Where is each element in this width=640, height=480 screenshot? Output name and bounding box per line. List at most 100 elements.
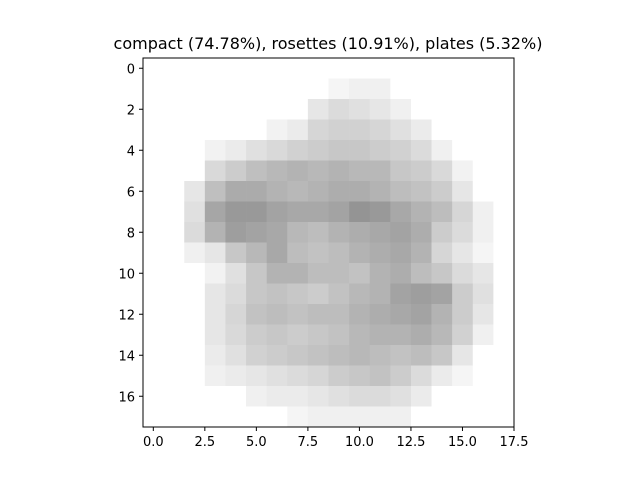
heatmap-cell-r10-c16 bbox=[472, 263, 494, 284]
heatmap-cell-r7-c17 bbox=[493, 201, 515, 223]
heatmap-cell-r3-c3 bbox=[204, 119, 226, 141]
heatmap-cell-r3-c5 bbox=[246, 119, 267, 141]
x-axis: 0.0 2.5 5.0 7.5 10.0 12.5 15.0 17.5 bbox=[143, 427, 529, 450]
heatmap-cell-r17-c6 bbox=[266, 406, 288, 428]
heatmap-cell-r0-c13 bbox=[410, 58, 432, 79]
heatmap-cell-r10-c0 bbox=[143, 263, 164, 284]
heatmap-cell-r9-c13 bbox=[410, 242, 432, 264]
heatmap-cell-r8-c10 bbox=[349, 222, 371, 243]
heatmap-cell-r0-c7 bbox=[287, 58, 309, 79]
heatmap-cell-r7-c2 bbox=[184, 201, 206, 223]
heatmap-cell-r14-c12 bbox=[390, 345, 412, 366]
heatmap-cell-r4-c8 bbox=[307, 140, 329, 161]
heatmap-cell-r13-c8 bbox=[307, 324, 329, 346]
heatmap-cell-r11-c15 bbox=[452, 283, 474, 305]
heatmap-cell-r9-c5 bbox=[246, 242, 267, 264]
heatmap-cell-r4-c3 bbox=[204, 140, 226, 161]
heatmap-cell-r10-c10 bbox=[349, 263, 371, 284]
x-tick-label: 10.0 bbox=[345, 435, 374, 450]
heatmap-cell-r12-c5 bbox=[246, 304, 267, 325]
heatmap-cell-r9-c15 bbox=[452, 242, 474, 264]
heatmap-cell-r12-c4 bbox=[225, 304, 247, 325]
heatmap-cell-r16-c3 bbox=[204, 386, 226, 407]
x-tick-label: 17.5 bbox=[500, 435, 529, 450]
heatmap-cell-r16-c8 bbox=[307, 386, 329, 407]
heatmap-cell-r15-c0 bbox=[143, 365, 164, 387]
heatmap-cell-r9-c1 bbox=[163, 242, 185, 264]
heatmap-cell-r3-c16 bbox=[472, 119, 494, 141]
y-tick-label: 10 bbox=[118, 267, 135, 282]
heatmap-cell-r1-c4 bbox=[225, 78, 247, 100]
heatmap-cell-r10-c13 bbox=[410, 263, 432, 284]
heatmap-cell-r6-c16 bbox=[472, 181, 494, 202]
heatmap-cell-r3-c12 bbox=[390, 119, 412, 141]
heatmap-cell-r4-c1 bbox=[163, 140, 185, 161]
heatmap-cell-r4-c7 bbox=[287, 140, 309, 161]
heatmap-cell-r6-c2 bbox=[184, 181, 206, 202]
heatmap-cell-r16-c9 bbox=[328, 386, 350, 407]
heatmap-cell-r4-c12 bbox=[390, 140, 412, 161]
heatmap-cell-r7-c14 bbox=[431, 201, 453, 223]
heatmap-cell-r14-c17 bbox=[493, 345, 515, 366]
heatmap-cell-r3-c4 bbox=[225, 119, 247, 141]
heatmap-cell-r5-c15 bbox=[452, 160, 474, 182]
heatmap-cell-r2-c0 bbox=[143, 99, 164, 120]
heatmap-cell-r9-c7 bbox=[287, 242, 309, 264]
heatmap-cell-r15-c4 bbox=[225, 365, 247, 387]
heatmap-cell-r2-c11 bbox=[369, 99, 391, 120]
heatmap-cell-r2-c8 bbox=[307, 99, 329, 120]
heatmap-cell-r14-c10 bbox=[349, 345, 371, 366]
heatmap-cell-r15-c14 bbox=[431, 365, 453, 387]
heatmap-cell-r3-c13 bbox=[410, 119, 432, 141]
heatmap-cell-r11-c16 bbox=[472, 283, 494, 305]
heatmap-cell-r4-c17 bbox=[493, 140, 515, 161]
heatmap-cell-r13-c7 bbox=[287, 324, 309, 346]
heatmap-cell-r12-c17 bbox=[493, 304, 515, 325]
heatmap-cell-r9-c16 bbox=[472, 242, 494, 264]
heatmap-cell-r4-c9 bbox=[328, 140, 350, 161]
heatmap-cell-r17-c9 bbox=[328, 406, 350, 428]
heatmap-cell-r6-c10 bbox=[349, 181, 371, 202]
heatmap-cell-r1-c10 bbox=[349, 78, 371, 100]
heatmap-cell-r11-c10 bbox=[349, 283, 371, 305]
heatmap-cell-r5-c9 bbox=[328, 160, 350, 182]
x-tick-label: 7.5 bbox=[298, 435, 319, 450]
heatmap-cell-r10-c15 bbox=[452, 263, 474, 284]
heatmap-cell-r9-c6 bbox=[266, 242, 288, 264]
heatmap-cell-r7-c5 bbox=[246, 201, 267, 223]
heatmap-cell-r6-c11 bbox=[369, 181, 391, 202]
heatmap-cell-r16-c13 bbox=[410, 386, 432, 407]
heatmap-cell-r16-c14 bbox=[431, 386, 453, 407]
heatmap-cell-r13-c0 bbox=[143, 324, 164, 346]
x-tick-label: 15.0 bbox=[448, 435, 477, 450]
heatmap-cell-r0-c16 bbox=[472, 58, 494, 79]
heatmap-cell-r17-c3 bbox=[204, 406, 226, 428]
heatmap-cell-r11-c14 bbox=[431, 283, 453, 305]
heatmap-cell-r15-c10 bbox=[349, 365, 371, 387]
heatmap-cell-r3-c1 bbox=[163, 119, 185, 141]
heatmap-cell-r17-c16 bbox=[472, 406, 494, 428]
heatmap-cell-r15-c2 bbox=[184, 365, 206, 387]
heatmap-cell-r11-c13 bbox=[410, 283, 432, 305]
heatmap-cell-r13-c10 bbox=[349, 324, 371, 346]
heatmap-cell-r11-c5 bbox=[246, 283, 267, 305]
heatmap-cell-r17-c17 bbox=[493, 406, 515, 428]
heatmap-cell-r8-c2 bbox=[184, 222, 206, 243]
heatmap-cell-r8-c0 bbox=[143, 222, 164, 243]
heatmap-cell-r5-c5 bbox=[246, 160, 267, 182]
heatmap-cell-r9-c9 bbox=[328, 242, 350, 264]
heatmap-cell-r14-c7 bbox=[287, 345, 309, 366]
heatmap-cell-r16-c15 bbox=[452, 386, 474, 407]
heatmap-cell-r5-c2 bbox=[184, 160, 206, 182]
heatmap-cell-r1-c17 bbox=[493, 78, 515, 100]
heatmap-cell-r14-c5 bbox=[246, 345, 267, 366]
heatmap-cell-r14-c6 bbox=[266, 345, 288, 366]
heatmap-cell-r9-c0 bbox=[143, 242, 164, 264]
heatmap-cell-r8-c15 bbox=[452, 222, 474, 243]
heatmap-cell-r3-c7 bbox=[287, 119, 309, 141]
chart-title: compact (74.78%), rosettes (10.91%), pla… bbox=[114, 34, 543, 53]
heatmap-cell-r14-c4 bbox=[225, 345, 247, 366]
heatmap-cell-r2-c17 bbox=[493, 99, 515, 120]
heatmap-cell-r10-c7 bbox=[287, 263, 309, 284]
heatmap-cell-r4-c14 bbox=[431, 140, 453, 161]
